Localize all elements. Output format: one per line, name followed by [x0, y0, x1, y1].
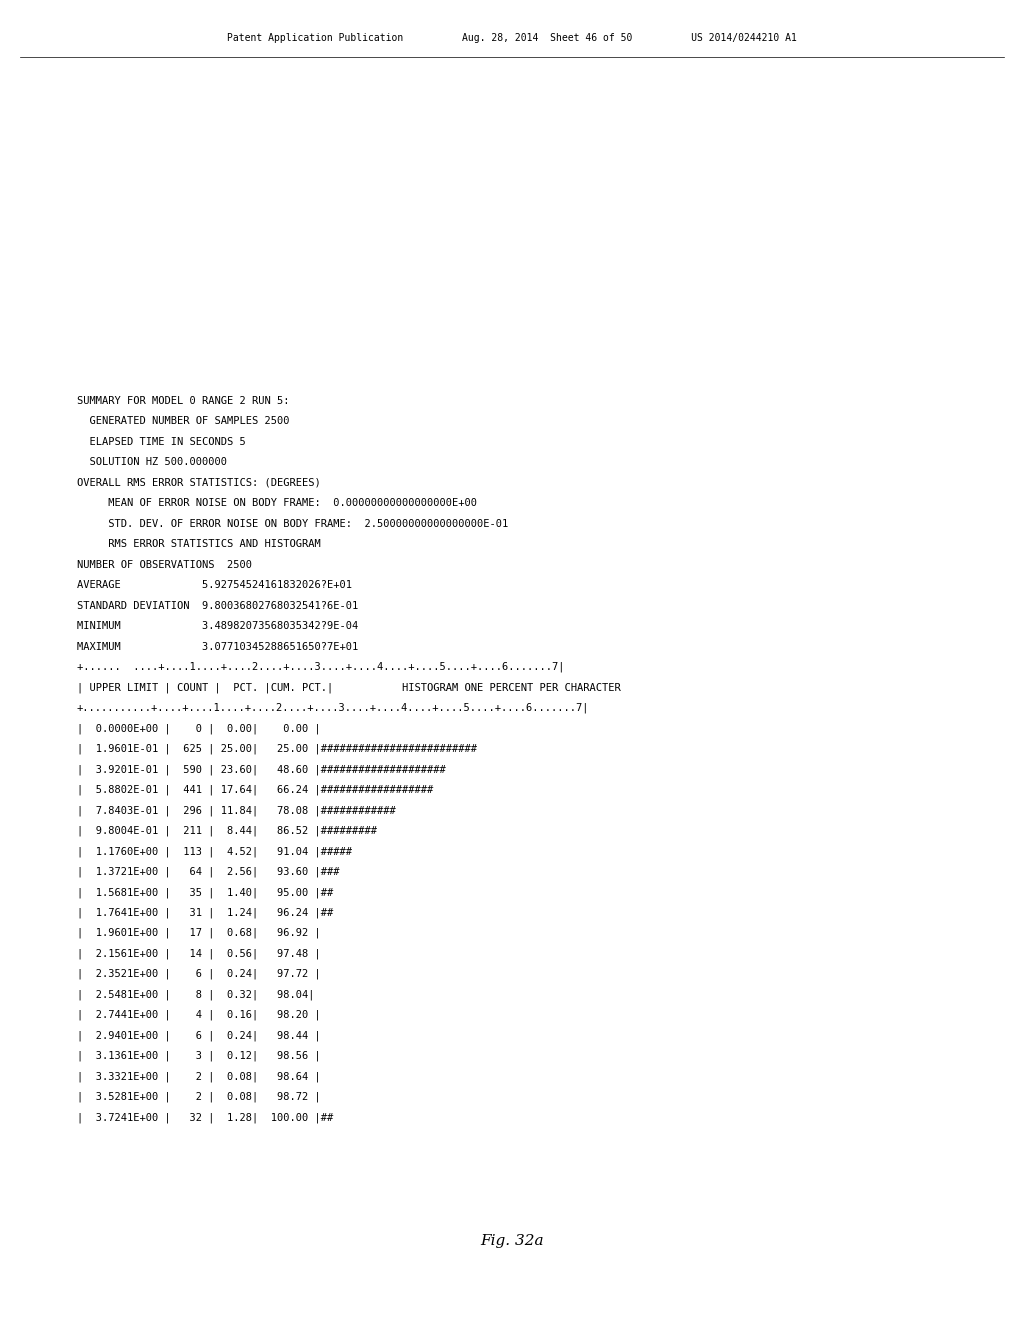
- Text: |  2.3521E+00 |    6 |  0.24|   97.72 |: | 2.3521E+00 | 6 | 0.24| 97.72 |: [77, 969, 321, 979]
- Text: |  3.9201E-01 |  590 | 23.60|   48.60 |####################: | 3.9201E-01 | 590 | 23.60| 48.60 |#####…: [77, 764, 445, 775]
- Text: MAXIMUM             3.07710345288651650?7E+01: MAXIMUM 3.07710345288651650?7E+01: [77, 642, 358, 652]
- Text: |  7.8403E-01 |  296 | 11.84|   78.08 |############: | 7.8403E-01 | 296 | 11.84| 78.08 |#####…: [77, 805, 395, 816]
- Text: |  1.5681E+00 |   35 |  1.40|   95.00 |##: | 1.5681E+00 | 35 | 1.40| 95.00 |##: [77, 887, 333, 898]
- Text: |  3.5281E+00 |    2 |  0.08|   98.72 |: | 3.5281E+00 | 2 | 0.08| 98.72 |: [77, 1092, 321, 1102]
- Text: |  2.1561E+00 |   14 |  0.56|   97.48 |: | 2.1561E+00 | 14 | 0.56| 97.48 |: [77, 948, 321, 958]
- Text: |  2.5481E+00 |    8 |  0.32|   98.04|: | 2.5481E+00 | 8 | 0.32| 98.04|: [77, 990, 314, 999]
- Text: SUMMARY FOR MODEL 0 RANGE 2 RUN 5:: SUMMARY FOR MODEL 0 RANGE 2 RUN 5:: [77, 396, 290, 407]
- Text: |  1.9601E+00 |   17 |  0.68|   96.92 |: | 1.9601E+00 | 17 | 0.68| 96.92 |: [77, 928, 321, 939]
- Text: |  1.1760E+00 |  113 |  4.52|   91.04 |#####: | 1.1760E+00 | 113 | 4.52| 91.04 |#####: [77, 846, 352, 857]
- Text: GENERATED NUMBER OF SAMPLES 2500: GENERATED NUMBER OF SAMPLES 2500: [77, 417, 290, 426]
- Text: |  9.8004E-01 |  211 |  8.44|   86.52 |#########: | 9.8004E-01 | 211 | 8.44| 86.52 |######…: [77, 826, 377, 836]
- Text: NUMBER OF OBSERVATIONS  2500: NUMBER OF OBSERVATIONS 2500: [77, 560, 252, 570]
- Text: |  0.0000E+00 |    0 |  0.00|    0.00 |: | 0.0000E+00 | 0 | 0.00| 0.00 |: [77, 723, 321, 734]
- Text: OVERALL RMS ERROR STATISTICS: (DEGREES): OVERALL RMS ERROR STATISTICS: (DEGREES): [77, 478, 321, 488]
- Text: AVERAGE             5.92754524161832026?E+01: AVERAGE 5.92754524161832026?E+01: [77, 581, 352, 590]
- Text: +......  ....+....1....+....2....+....3....+....4....+....5....+....6.......7|: +...... ....+....1....+....2....+....3..…: [77, 663, 564, 672]
- Text: MEAN OF ERROR NOISE ON BODY FRAME:  0.00000000000000000E+00: MEAN OF ERROR NOISE ON BODY FRAME: 0.000…: [77, 499, 477, 508]
- Text: STD. DEV. OF ERROR NOISE ON BODY FRAME:  2.50000000000000000E-01: STD. DEV. OF ERROR NOISE ON BODY FRAME: …: [77, 519, 508, 529]
- Text: ELAPSED TIME IN SECONDS 5: ELAPSED TIME IN SECONDS 5: [77, 437, 246, 447]
- Text: |  1.7641E+00 |   31 |  1.24|   96.24 |##: | 1.7641E+00 | 31 | 1.24| 96.24 |##: [77, 908, 333, 917]
- Text: |  2.9401E+00 |    6 |  0.24|   98.44 |: | 2.9401E+00 | 6 | 0.24| 98.44 |: [77, 1030, 321, 1040]
- Text: |  3.3321E+00 |    2 |  0.08|   98.64 |: | 3.3321E+00 | 2 | 0.08| 98.64 |: [77, 1072, 321, 1081]
- Text: |  2.7441E+00 |    4 |  0.16|   98.20 |: | 2.7441E+00 | 4 | 0.16| 98.20 |: [77, 1010, 321, 1020]
- Text: |  1.9601E-01 |  625 | 25.00|   25.00 |#########################: | 1.9601E-01 | 625 | 25.00| 25.00 |#####…: [77, 744, 477, 754]
- Text: |  3.1361E+00 |    3 |  0.12|   98.56 |: | 3.1361E+00 | 3 | 0.12| 98.56 |: [77, 1051, 321, 1061]
- Text: | UPPER LIMIT | COUNT |  PCT. |CUM. PCT.|           HISTOGRAM ONE PERCENT PER CH: | UPPER LIMIT | COUNT | PCT. |CUM. PCT.|…: [77, 682, 621, 693]
- Text: |  5.8802E-01 |  441 | 17.64|   66.24 |##################: | 5.8802E-01 | 441 | 17.64| 66.24 |#####…: [77, 784, 433, 795]
- Text: |  3.7241E+00 |   32 |  1.28|  100.00 |##: | 3.7241E+00 | 32 | 1.28| 100.00 |##: [77, 1111, 333, 1122]
- Text: RMS ERROR STATISTICS AND HISTOGRAM: RMS ERROR STATISTICS AND HISTOGRAM: [77, 540, 321, 549]
- Text: SOLUTION HZ 500.000000: SOLUTION HZ 500.000000: [77, 458, 226, 467]
- Text: MINIMUM             3.48982073568035342?9E-04: MINIMUM 3.48982073568035342?9E-04: [77, 622, 358, 631]
- Text: STANDARD DEVIATION  9.80036802768032541?6E-01: STANDARD DEVIATION 9.80036802768032541?6…: [77, 601, 358, 611]
- Text: Patent Application Publication          Aug. 28, 2014  Sheet 46 of 50          U: Patent Application Publication Aug. 28, …: [227, 33, 797, 44]
- Text: |  1.3721E+00 |   64 |  2.56|   93.60 |###: | 1.3721E+00 | 64 | 2.56| 93.60 |###: [77, 867, 339, 876]
- Text: +...........+....+....1....+....2....+....3....+....4....+....5....+....6.......: +...........+....+....1....+....2....+..…: [77, 704, 589, 713]
- Text: Fig. 32a: Fig. 32a: [480, 1234, 544, 1249]
